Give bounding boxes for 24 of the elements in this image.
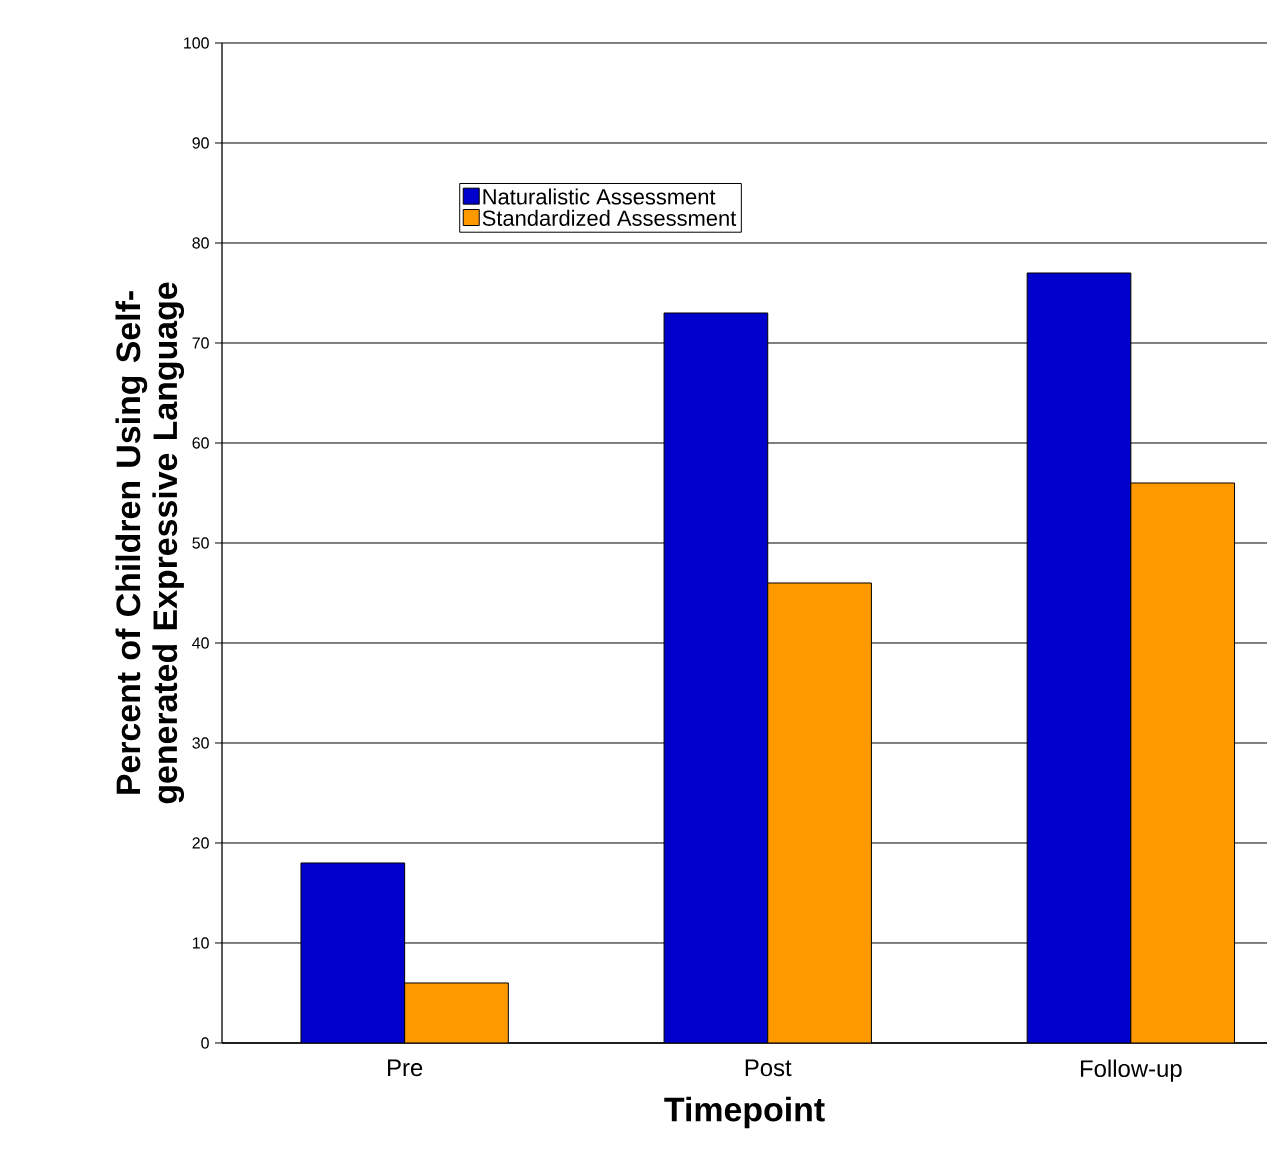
y-tick-label: 90 <box>192 137 209 149</box>
bar <box>300 862 406 1043</box>
x-tick-label: Follow-up <box>1080 1059 1182 1082</box>
y-tick-label: 40 <box>192 637 209 649</box>
y-tick-label: 50 <box>192 537 209 549</box>
bar <box>767 582 872 1043</box>
bar <box>1130 482 1236 1043</box>
x-tick-label: Pre <box>388 1059 423 1077</box>
y-tick-label: 60 <box>192 437 209 449</box>
y-tick-label: 70 <box>192 337 209 349</box>
bar <box>404 982 509 1043</box>
y-axis-title: Percent of Children Using Self-generated Expressive Language <box>115 282 185 804</box>
legend-label: Standardized Assessment <box>482 209 737 226</box>
y-tick-label: 80 <box>192 237 209 249</box>
bar <box>663 312 769 1043</box>
x-axis-title: Timepoint <box>664 1096 825 1129</box>
y-tick-label: 100 <box>184 37 209 49</box>
y-tick-label: 20 <box>192 837 209 849</box>
x-tick-label: Post <box>745 1059 792 1077</box>
y-tick-label: 10 <box>192 937 209 949</box>
bar <box>1026 272 1132 1043</box>
legend-label: Naturalistic Assessment <box>483 188 716 205</box>
y-tick-label: 0 <box>201 1037 209 1049</box>
y-tick-label: 30 <box>192 737 209 749</box>
